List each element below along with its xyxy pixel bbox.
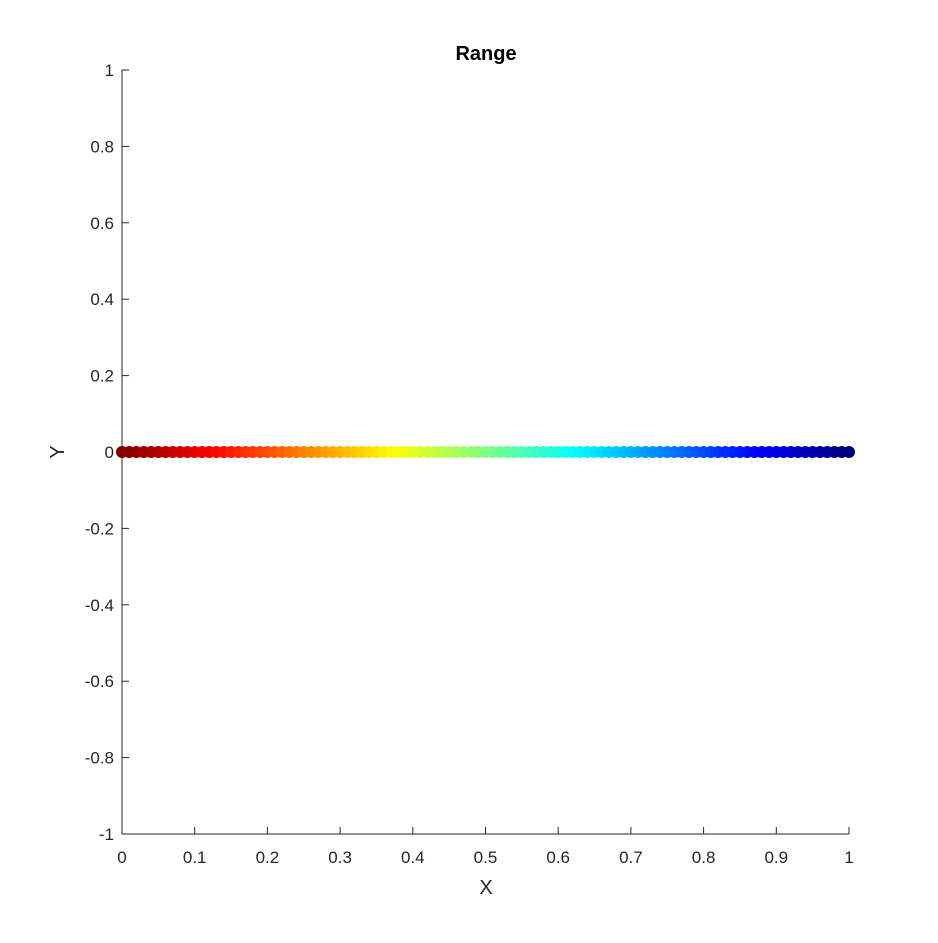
y-axis-label: Y xyxy=(47,445,69,458)
x-tick-label: 0 xyxy=(117,848,126,867)
y-tick-label: 0 xyxy=(105,443,114,462)
x-tick-label: 0.2 xyxy=(256,848,280,867)
x-tick-label: 0.6 xyxy=(546,848,570,867)
scatter-points xyxy=(116,446,855,458)
y-tick-label: 0.2 xyxy=(90,367,114,386)
x-tick-label: 0.1 xyxy=(183,848,207,867)
y-tick-label: -0.8 xyxy=(85,749,114,768)
x-tick-label: 0.3 xyxy=(328,848,352,867)
y-tick-label: -0.6 xyxy=(85,672,114,691)
chart-title: Range xyxy=(455,43,516,65)
x-tick-label: 0.4 xyxy=(401,848,425,867)
y-tick-label: 0.6 xyxy=(90,214,114,233)
x-tick-label: 0.9 xyxy=(764,848,788,867)
x-tick-label: 0.5 xyxy=(474,848,498,867)
y-tick-label: -1 xyxy=(99,825,114,844)
y-tick-label: -0.2 xyxy=(85,519,114,538)
x-tick-label: 1 xyxy=(844,848,853,867)
scatter-point xyxy=(843,446,855,458)
axes: 0 0.1 0.2 0.3 0.4 0.5 0.6 0.7 0.8 0.9 1 -1 -0.8 -0.6 -… xyxy=(85,61,854,867)
x-tick-label: 0.7 xyxy=(619,848,643,867)
y-tick-label: 0.8 xyxy=(90,137,114,156)
y-tick-label: 0.4 xyxy=(90,290,114,309)
y-tick-label: -0.4 xyxy=(85,596,114,615)
x-axis-label: X xyxy=(479,877,492,899)
x-tick-label: 0.8 xyxy=(692,848,716,867)
y-tick-label: 1 xyxy=(105,61,114,80)
